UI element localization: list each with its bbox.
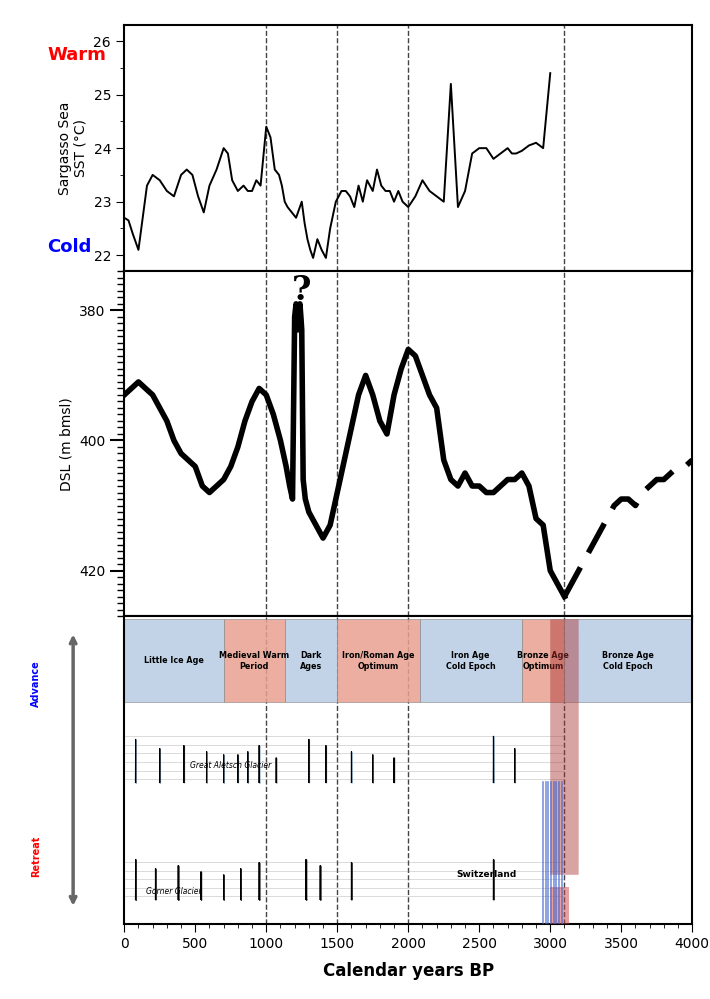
- Text: Iron Age
Cold Epoch: Iron Age Cold Epoch: [446, 651, 496, 670]
- Text: Advance: Advance: [31, 660, 41, 707]
- Text: ?: ?: [292, 274, 312, 307]
- Bar: [124, 619, 224, 702]
- Text: Dark
Ages: Dark Ages: [300, 651, 322, 670]
- X-axis label: Calendar years BP: Calendar years BP: [322, 962, 494, 980]
- Bar: [285, 619, 337, 702]
- Text: Cold: Cold: [48, 238, 92, 256]
- Text: Iron/Roman Age
Optimum: Iron/Roman Age Optimum: [342, 651, 415, 670]
- Text: Switzerland: Switzerland: [457, 870, 516, 879]
- Text: Great Aletsch Glacier: Great Aletsch Glacier: [190, 761, 271, 770]
- FancyBboxPatch shape: [550, 619, 579, 875]
- Text: Warm: Warm: [48, 46, 106, 64]
- Text: Retreat: Retreat: [31, 835, 41, 877]
- Bar: [550, 887, 569, 924]
- Bar: [522, 619, 564, 702]
- Y-axis label: DSL (m bmsl): DSL (m bmsl): [60, 397, 74, 491]
- Text: Gorner Glacier: Gorner Glacier: [146, 887, 202, 896]
- Text: Medieval Warm
Period: Medieval Warm Period: [219, 651, 289, 670]
- Bar: [564, 619, 692, 702]
- Text: Little Ice Age: Little Ice Age: [144, 656, 204, 665]
- Bar: [420, 619, 522, 702]
- Bar: [224, 619, 285, 702]
- Text: Bronze Age
Cold Epoch: Bronze Age Cold Epoch: [602, 651, 655, 670]
- Y-axis label: Sargasso Sea
SST (°C): Sargasso Sea SST (°C): [58, 102, 88, 195]
- Text: Bronze Age
Optimum: Bronze Age Optimum: [517, 651, 569, 670]
- Bar: [337, 619, 420, 702]
